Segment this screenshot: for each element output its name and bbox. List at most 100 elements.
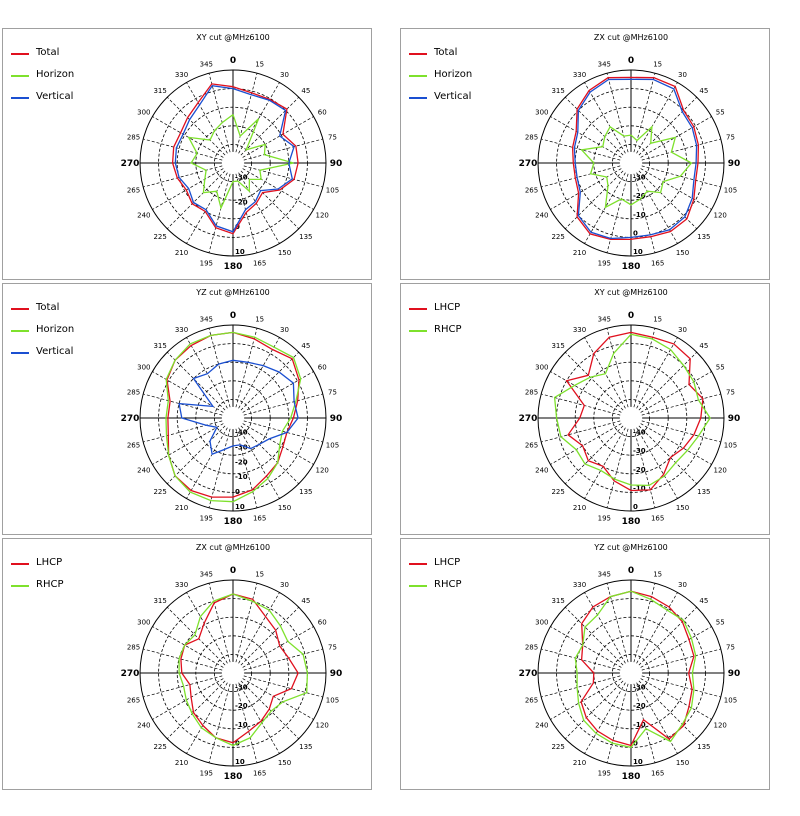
radial-label: 10	[235, 248, 245, 256]
grid-spoke	[243, 138, 323, 161]
chart-title: XY cut @MHz6100	[594, 288, 668, 297]
grid-spoke	[636, 337, 678, 409]
angle-label: 300	[535, 364, 548, 372]
radial-label: -20	[633, 466, 646, 474]
chart-panel-4: XY cut @MHz6100 0 15 30 45 55 75 90 105 120 135 150…	[400, 283, 770, 535]
grid-spoke	[166, 351, 226, 411]
angle-label: 210	[573, 759, 586, 767]
radial-label: 10	[235, 503, 245, 511]
grid-spoke	[641, 393, 721, 416]
angle-label: 120	[316, 467, 329, 475]
grid-spoke	[243, 393, 323, 416]
radial-label: 10	[633, 248, 643, 256]
angle-label: 345	[200, 316, 213, 324]
angle-label: 135	[697, 233, 710, 241]
radial-label: -10	[235, 473, 248, 481]
angle-label: 135	[299, 743, 312, 751]
radial-label: -20	[633, 192, 646, 200]
grid-spoke	[641, 420, 721, 443]
angle-label: 15	[255, 61, 264, 69]
grid-spoke	[166, 680, 226, 740]
grid-spoke	[606, 328, 629, 408]
angle-label: 330	[175, 326, 188, 334]
angle-label: 75	[726, 133, 735, 141]
grid-spoke	[143, 165, 223, 188]
angle-label: 265	[525, 442, 538, 450]
legend-label: Horizon	[36, 324, 75, 335]
grid-spoke	[541, 165, 621, 188]
grid-spoke	[238, 427, 280, 499]
angle-label: 165	[253, 769, 266, 777]
angle-label: 270	[121, 159, 140, 169]
grid-spoke	[235, 173, 258, 253]
grid-spoke	[240, 170, 300, 230]
angle-label: 345	[200, 61, 213, 69]
radial-label: -20	[633, 702, 646, 710]
grid-spoke	[243, 420, 323, 443]
grid-spoke	[235, 683, 258, 763]
grid-spoke	[242, 678, 314, 720]
grid-spoke	[641, 648, 721, 671]
series-line-vertical	[573, 78, 698, 240]
grid-spoke	[564, 606, 624, 666]
radial-label: -10	[235, 721, 248, 729]
angle-label: 165	[651, 769, 664, 777]
grid-spoke	[243, 675, 323, 698]
grid-spoke	[638, 606, 698, 666]
angle-label: 45	[699, 342, 708, 350]
angle-label: 265	[127, 442, 140, 450]
angle-label: 105	[724, 442, 737, 450]
grid-spoke	[238, 592, 280, 664]
angle-label: 225	[153, 233, 166, 241]
series-line-total	[166, 331, 300, 498]
angle-label: 345	[200, 571, 213, 579]
polar-chart-3: YZ cut @MHz6100 0 15 30 45 60 75 90 105 120 135 150…	[121, 288, 343, 527]
angle-label: 240	[137, 467, 150, 475]
angle-label: 55	[716, 619, 725, 627]
grid-spoke	[541, 393, 621, 416]
angle-label: 165	[651, 514, 664, 522]
polar-chart-1: XY cut @MHz6100 0 15 30 45 60 75 90 105 120 135 150…	[121, 33, 343, 272]
radial-label: 0	[633, 503, 638, 511]
angle-label: 30	[678, 581, 687, 589]
grid-spoke	[636, 172, 678, 244]
grid-spoke	[186, 337, 228, 409]
radial-label: -30	[235, 174, 248, 182]
grid-spoke	[235, 73, 258, 153]
legend-swatch	[409, 75, 427, 77]
grid-spoke	[564, 351, 624, 411]
angle-label: 300	[137, 109, 150, 117]
angle-label: 300	[535, 619, 548, 627]
angle-label: 30	[280, 71, 289, 79]
grid-spoke	[638, 96, 698, 156]
chart-panel-5: ZX cut @MHz6100 0 15 30 45 60 75 90 105 120 135 150…	[2, 538, 372, 790]
angle-label: 90	[330, 414, 343, 424]
polar-chart-6: YZ cut @MHz6100 0 15 30 45 55 75 90 105 120 135 150…	[519, 543, 741, 782]
legend-label: RHCP	[36, 579, 64, 590]
grid-spoke	[152, 423, 224, 465]
angle-label: 45	[699, 597, 708, 605]
grid-spoke	[606, 683, 629, 763]
grid-spoke	[186, 172, 228, 244]
series-line-vertical	[174, 84, 295, 233]
legend-label: LHCP	[434, 557, 461, 568]
series-line-horizon	[187, 114, 294, 210]
grid-spoke	[636, 82, 678, 154]
grid-spoke	[606, 583, 629, 663]
angle-label: 265	[525, 187, 538, 195]
angle-label: 240	[137, 212, 150, 220]
legend-swatch	[11, 97, 29, 99]
grid-spoke	[541, 648, 621, 671]
angle-label: 75	[328, 133, 337, 141]
legend-label: RHCP	[434, 324, 462, 335]
grid-spoke	[242, 371, 314, 413]
grid-spoke	[143, 675, 223, 698]
angle-label: 135	[299, 233, 312, 241]
grid-spoke	[640, 423, 712, 465]
angle-label: 315	[551, 597, 564, 605]
legend-swatch	[11, 330, 29, 332]
angle-label: 15	[255, 316, 264, 324]
angle-label: 0	[230, 56, 236, 66]
grid-spoke	[208, 583, 231, 663]
grid-spoke	[584, 592, 626, 664]
